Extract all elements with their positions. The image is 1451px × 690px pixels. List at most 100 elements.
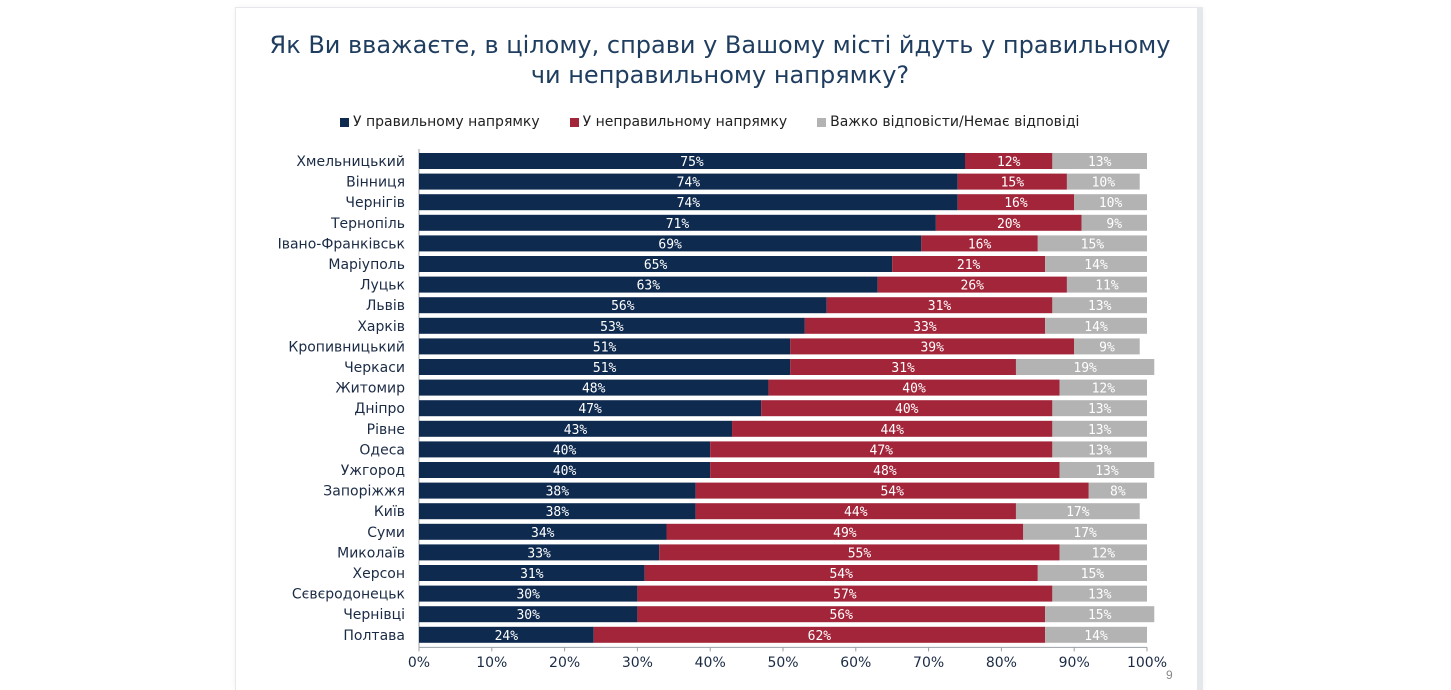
data-label: 51% — [593, 340, 617, 355]
bar-segment-2 — [1059, 544, 1147, 561]
bar-segment-1 — [710, 441, 1053, 458]
bar-segment-0 — [419, 338, 791, 355]
bar-segment-0 — [419, 482, 696, 499]
data-label: 15% — [1001, 176, 1025, 191]
bar-segment-2 — [1052, 420, 1147, 437]
data-label: 56% — [611, 299, 635, 314]
x-tick-label: 0% — [408, 655, 430, 671]
category-label: Маріуполь — [328, 257, 405, 273]
bar-segment-0 — [419, 462, 711, 478]
data-label: 51% — [593, 361, 617, 376]
bar-segment-1 — [892, 256, 1046, 272]
legend-label-wrong-direction: У неправильному напрямку — [582, 114, 788, 130]
bar-segment-1 — [957, 194, 1075, 211]
bar-segment-0 — [419, 297, 827, 314]
bar-segment-1 — [965, 153, 1053, 169]
data-label: 54% — [880, 485, 904, 500]
data-label: 69% — [658, 237, 682, 252]
data-label: 34% — [531, 526, 555, 541]
data-label: 12% — [1092, 382, 1116, 397]
bar-segment-2 — [1081, 214, 1147, 231]
data-label: 31% — [520, 567, 544, 582]
bar-segment-0 — [419, 256, 893, 272]
bar-segment-2 — [1052, 585, 1147, 602]
category-label: Миколаїв — [337, 545, 405, 561]
x-tick-label: 60% — [840, 655, 871, 671]
category-label: Львів — [366, 298, 405, 314]
x-tick-label: 90% — [1059, 655, 1090, 671]
data-label: 33% — [913, 320, 937, 335]
category-label: Запоріжжя — [323, 484, 405, 500]
category-label: Київ — [374, 504, 405, 520]
x-tick-label: 20% — [549, 655, 580, 671]
data-label: 13% — [1088, 423, 1112, 438]
bar-segment-0 — [419, 194, 958, 211]
data-label: 10% — [1099, 196, 1123, 211]
chart-legend: У правильному напрямку У неправильному н… — [340, 114, 1079, 130]
data-label: 13% — [1088, 299, 1112, 314]
data-label: 24% — [495, 629, 519, 644]
data-label: 71% — [666, 217, 690, 232]
data-label: 15% — [1081, 567, 1105, 582]
category-label: Хмельницький — [296, 154, 405, 170]
bar-segment-0 — [419, 420, 733, 437]
data-label: 38% — [546, 505, 570, 520]
legend-item-right-direction: У правильному напрямку — [340, 114, 540, 130]
category-label: Рівне — [367, 422, 405, 438]
data-label: 30% — [516, 588, 540, 603]
data-label: 10% — [1092, 176, 1116, 191]
bar-segment-0 — [419, 400, 762, 417]
bar-segment-0 — [419, 523, 667, 540]
data-label: 40% — [895, 402, 919, 417]
legend-swatch-hard-to-say — [817, 117, 827, 127]
data-label: 21% — [957, 258, 981, 273]
bar-segment-1 — [790, 338, 1075, 355]
bar-segment-1 — [877, 276, 1067, 293]
data-label: 14% — [1084, 629, 1108, 644]
bar-segment-2 — [1059, 379, 1147, 396]
bar-segment-0 — [419, 626, 594, 643]
category-label: Вінниця — [346, 175, 405, 191]
bar-segment-2 — [1045, 626, 1147, 643]
legend-item-hard-to-say: Важко відповісти/Немає відповіді — [817, 114, 1079, 130]
data-label: 15% — [1081, 237, 1105, 252]
data-label: 16% — [1004, 196, 1028, 211]
category-label: Ужгород — [341, 463, 405, 479]
data-label: 16% — [968, 237, 992, 252]
data-label: 54% — [829, 567, 853, 582]
bar-segment-1 — [710, 462, 1060, 478]
data-label: 47% — [578, 402, 602, 417]
x-tick-label: 50% — [767, 655, 798, 671]
bar-segment-2 — [1015, 503, 1140, 520]
data-label: 11% — [1095, 279, 1119, 294]
data-label: 63% — [637, 279, 661, 294]
category-label: Суми — [367, 525, 405, 541]
data-label: 40% — [553, 443, 577, 458]
bar-segment-0 — [419, 317, 805, 334]
bar-segment-2 — [1066, 173, 1140, 190]
data-label: 13% — [1095, 464, 1119, 479]
bar-segment-1 — [695, 503, 1016, 520]
bar-segment-0 — [419, 379, 769, 396]
legend-swatch-right-direction — [340, 117, 349, 127]
data-label: 30% — [516, 608, 540, 623]
bar-segment-2 — [1066, 276, 1147, 293]
bar-segment-2 — [1037, 565, 1147, 581]
bar-segment-2 — [1074, 194, 1147, 211]
bar-segment-1 — [768, 379, 1060, 396]
data-label: 20% — [997, 217, 1021, 232]
bar-segment-1 — [695, 482, 1089, 499]
bar-segment-0 — [419, 544, 660, 561]
data-label: 13% — [1088, 155, 1112, 170]
data-label: 15% — [1088, 608, 1112, 623]
data-label: 40% — [553, 464, 577, 479]
bar-segment-1 — [732, 420, 1053, 437]
bar-segment-0 — [419, 441, 711, 458]
bar-segment-1 — [659, 544, 1060, 561]
chart-title: Як Ви вважаєте, в цілому, справи у Вашом… — [260, 30, 1180, 90]
bar-segment-0 — [419, 565, 645, 581]
data-label: 9% — [1106, 217, 1122, 232]
bar-segment-0 — [419, 359, 791, 375]
data-label: 13% — [1088, 402, 1112, 417]
